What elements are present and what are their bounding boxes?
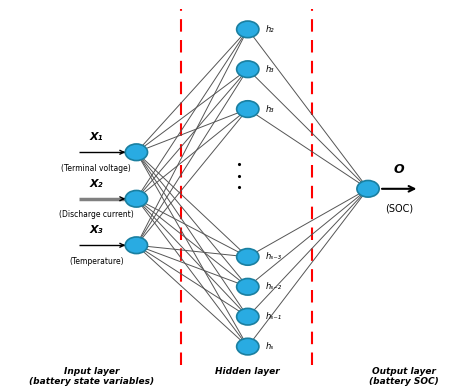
Circle shape	[125, 190, 147, 207]
Circle shape	[357, 181, 379, 197]
Circle shape	[125, 237, 147, 254]
Text: (Temperature): (Temperature)	[69, 257, 124, 266]
Text: O: O	[394, 163, 405, 176]
Text: h₂: h₂	[266, 25, 274, 34]
Circle shape	[237, 21, 259, 38]
Text: (Terminal voltage): (Terminal voltage)	[61, 164, 131, 173]
Text: hₛ₋₂: hₛ₋₂	[266, 282, 282, 291]
Text: hₛ₋₁: hₛ₋₁	[266, 312, 282, 321]
Text: h₃: h₃	[266, 104, 274, 113]
Text: (SOC): (SOC)	[385, 204, 413, 214]
Text: hₛ: hₛ	[266, 342, 274, 351]
Circle shape	[237, 338, 259, 355]
Circle shape	[237, 61, 259, 77]
Text: X₂: X₂	[90, 179, 103, 189]
Circle shape	[237, 101, 259, 117]
Text: h₃: h₃	[266, 65, 274, 74]
Text: hₛ₋₃: hₛ₋₃	[266, 253, 282, 262]
Text: (Discharge current): (Discharge current)	[59, 210, 133, 219]
Text: Output layer
(battery SOC): Output layer (battery SOC)	[369, 366, 438, 386]
Circle shape	[237, 249, 259, 265]
Circle shape	[237, 308, 259, 325]
Text: Hidden layer: Hidden layer	[216, 366, 280, 375]
Text: X₁: X₁	[90, 132, 103, 142]
Text: Input layer
(battery state variables): Input layer (battery state variables)	[29, 366, 154, 386]
Circle shape	[237, 278, 259, 295]
Circle shape	[125, 144, 147, 161]
Text: X₃: X₃	[90, 225, 103, 235]
